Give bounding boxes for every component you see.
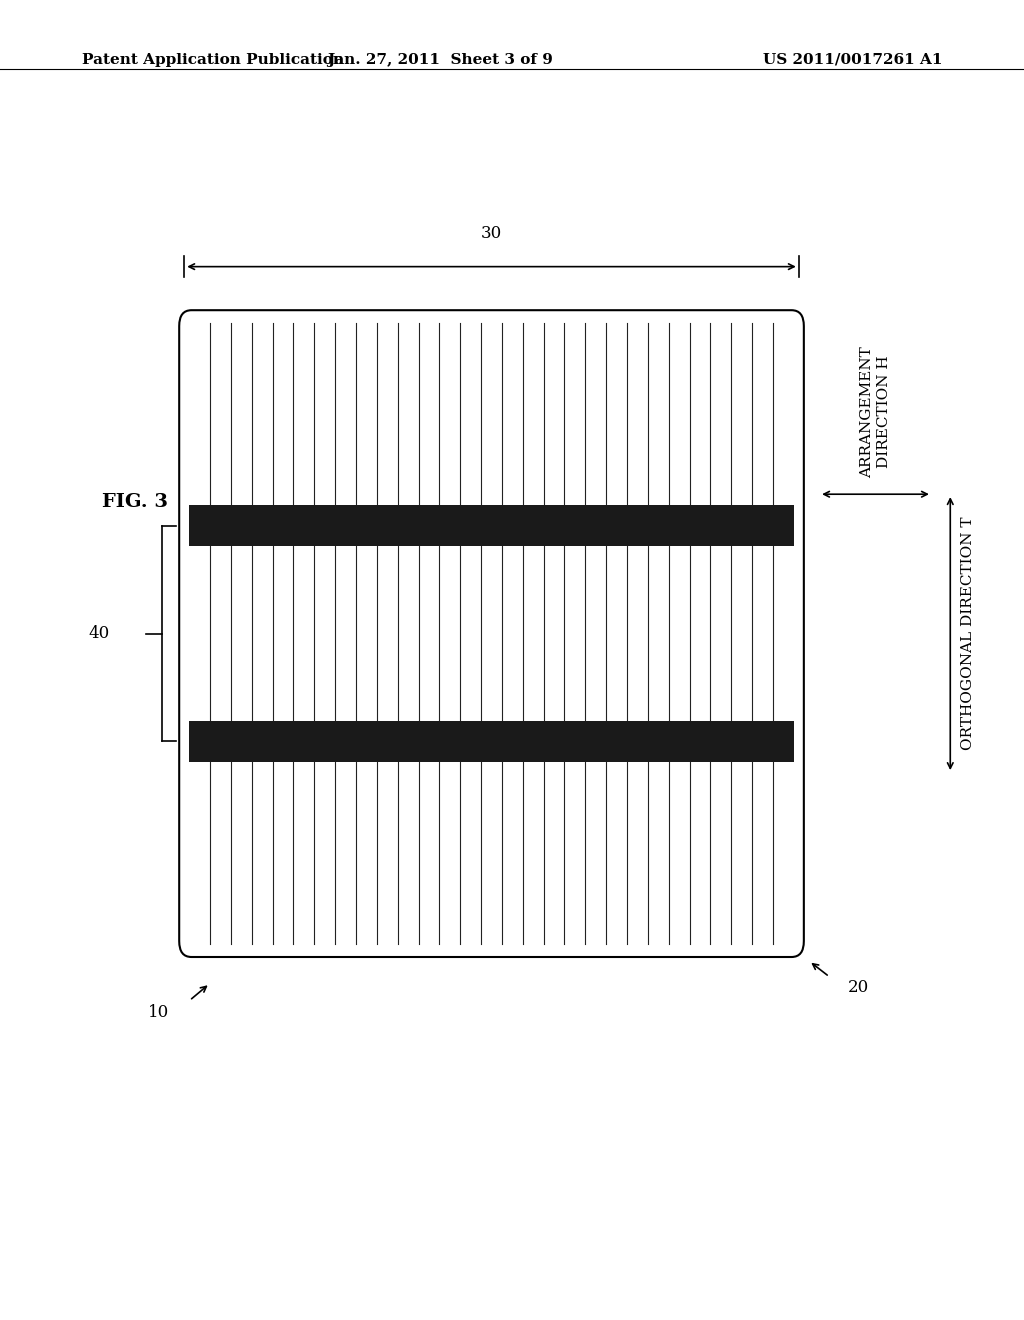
Text: 40: 40 (89, 626, 110, 642)
Text: US 2011/0017261 A1: US 2011/0017261 A1 (763, 53, 942, 67)
Text: Jan. 27, 2011  Sheet 3 of 9: Jan. 27, 2011 Sheet 3 of 9 (328, 53, 553, 67)
Bar (189, 506, 794, 546)
Text: Patent Application Publication: Patent Application Publication (82, 53, 344, 67)
Text: ARRANGEMENT
DIRECTION H: ARRANGEMENT DIRECTION H (860, 346, 891, 478)
FancyBboxPatch shape (179, 310, 804, 957)
Text: ORTHOGONAL DIRECTION T: ORTHOGONAL DIRECTION T (961, 517, 975, 750)
Text: FIG. 3: FIG. 3 (102, 492, 168, 511)
Bar (189, 721, 794, 762)
Text: 10: 10 (148, 1005, 169, 1020)
Text: 20: 20 (848, 979, 868, 995)
Text: 30: 30 (481, 226, 502, 242)
